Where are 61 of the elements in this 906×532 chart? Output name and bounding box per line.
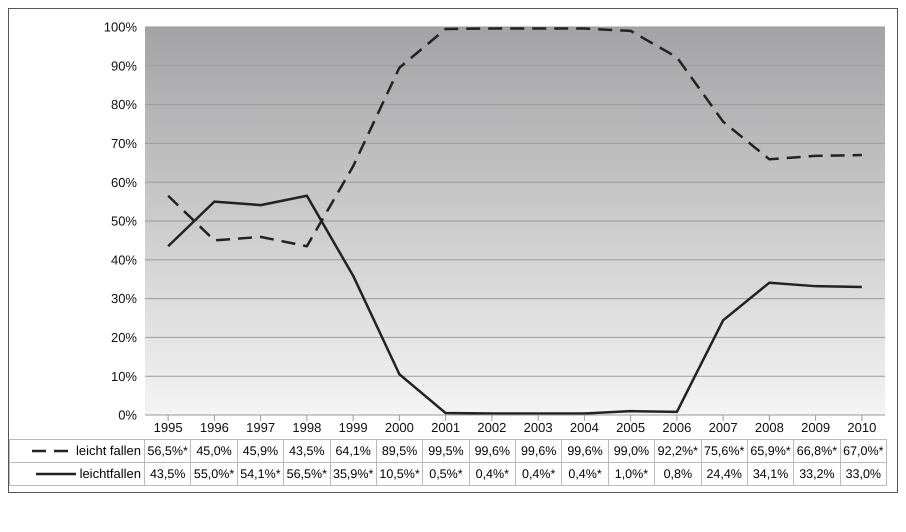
data-label: 45,0%: [191, 440, 238, 463]
x-tick-label: 1998: [292, 420, 322, 436]
x-tick-label: 2004: [570, 420, 599, 436]
y-tick-label: 10%: [110, 368, 138, 384]
y-tick-label: 20%: [110, 330, 138, 346]
data-label: 0,4%*: [516, 463, 562, 486]
y-tick-label: 90%: [110, 58, 138, 74]
data-label: 64,1%: [330, 440, 377, 463]
y-tick-label: 40%: [110, 252, 138, 268]
data-label: 99,6%: [562, 440, 609, 463]
x-tick-label: 2003: [524, 420, 553, 436]
x-tick-label: 2010: [847, 420, 876, 436]
data-label: 1,0%*: [608, 463, 656, 486]
data-label: 66,8%*: [794, 440, 841, 463]
data-label: 43,5%: [145, 463, 192, 486]
data-label: 33,0%: [840, 463, 887, 486]
data-label: 92,2%*: [655, 440, 702, 463]
legend-label: leichtfallen: [80, 465, 141, 483]
x-tick-label: 1995: [154, 420, 183, 436]
data-label: 24,4%: [702, 463, 748, 486]
data-label: 67,0%*: [840, 440, 887, 463]
data-label: 33,2%: [794, 463, 841, 486]
data-label: 99,6%: [470, 440, 516, 463]
y-tick-label: 50%: [110, 214, 138, 229]
data-label: 43,5%: [284, 440, 330, 463]
data-label: 0,5%*: [423, 463, 470, 486]
x-tick-label: 2008: [754, 420, 784, 436]
data-label: 99,0%: [608, 440, 656, 463]
y-tick-label: 30%: [110, 291, 138, 306]
x-tick-label: 2007: [708, 420, 738, 436]
data-label: 55,0%*: [191, 463, 238, 486]
x-tick-label: 2009: [801, 420, 830, 436]
data-label: 34,1%: [748, 463, 794, 486]
data-label: 10,5%*: [376, 463, 424, 486]
y-tick-label: 100%: [104, 20, 138, 35]
data-label: 56,5%*: [145, 440, 192, 463]
x-tick-label: 2001: [431, 420, 460, 436]
y-tick-label: 60%: [110, 174, 138, 190]
data-label: 99,5%: [423, 440, 470, 463]
x-tick-label: 1996: [200, 420, 229, 436]
data-label: 89,5%: [376, 440, 424, 463]
data-label: 75,6%*: [702, 440, 748, 463]
x-tick-label: 2000: [384, 420, 414, 436]
data-label: 35,9%*: [330, 463, 377, 486]
x-tick-label: 1999: [338, 420, 368, 436]
data-label: 54,1%*: [238, 463, 284, 486]
x-tick-label: 1997: [246, 420, 276, 436]
y-tick-label: 0%: [118, 408, 138, 423]
data-label: 99,6%: [516, 440, 562, 463]
data-label: 65,9%*: [748, 440, 794, 463]
data-label: 56,5%*: [284, 463, 330, 486]
x-tick-label: 2005: [616, 420, 646, 436]
data-label: 0,4%*: [562, 463, 609, 486]
data-label: 0,8%: [655, 463, 702, 486]
y-tick-label: 80%: [110, 97, 138, 112]
y-tick-label: 70%: [110, 136, 138, 152]
x-tick-label: 2002: [477, 420, 506, 436]
x-tick-label: 2006: [662, 420, 692, 436]
data-label: 45,9%: [238, 440, 284, 463]
data-label: 0,4%*: [470, 463, 516, 486]
legend-label: leicht fallen: [76, 442, 141, 460]
